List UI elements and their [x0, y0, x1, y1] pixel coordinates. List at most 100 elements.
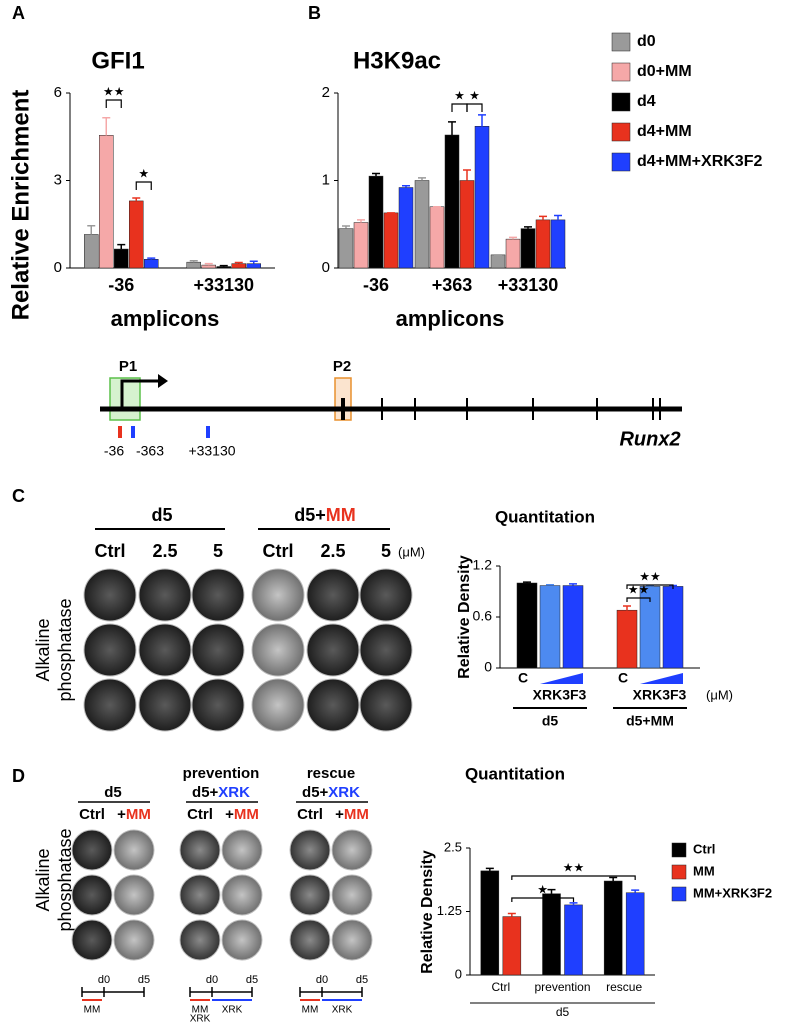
well	[221, 829, 263, 871]
chart-title: GFI1	[91, 47, 144, 74]
bar	[474, 126, 490, 269]
well	[113, 874, 155, 916]
panel-label: C	[12, 486, 25, 506]
well	[179, 874, 221, 916]
legend-label: d4	[637, 93, 656, 110]
x-tick-label: -36	[363, 275, 389, 295]
well	[83, 568, 137, 622]
lane-label: 5	[213, 541, 223, 561]
error-bar	[478, 114, 486, 127]
lane-label: Ctrl	[187, 806, 213, 823]
bar	[603, 880, 623, 976]
error-bar	[569, 583, 577, 586]
bar	[490, 254, 506, 269]
significance-label: ★★	[639, 570, 661, 584]
group-title: d5+MM	[294, 505, 356, 525]
well	[359, 678, 413, 732]
significance-bracket	[451, 103, 468, 112]
error-bar	[463, 169, 471, 181]
significance-label: ★★	[628, 583, 650, 597]
treatment-label: MM	[302, 1005, 319, 1016]
well	[331, 919, 373, 961]
x-tick-label: -36	[108, 275, 134, 295]
error-bar	[609, 876, 618, 882]
x-tick-label: +33130	[498, 275, 559, 295]
bar	[502, 916, 522, 976]
lane-label: Ctrl	[263, 541, 294, 561]
promoter-label: P2	[333, 358, 351, 375]
bar	[99, 135, 114, 269]
significance-bracket	[626, 597, 651, 602]
treatment-label: MM	[84, 1005, 101, 1016]
lane-label-accent: MM	[234, 806, 259, 823]
error-bar	[189, 259, 198, 263]
y-tick-label: 6	[54, 84, 62, 101]
schematic: P1 P2 -36 -363 +33130 Runx2	[100, 358, 682, 459]
error-bar	[102, 117, 111, 136]
x-tick-label: Ctrl	[491, 980, 510, 994]
bar	[383, 212, 399, 269]
panel-label: D	[12, 766, 25, 786]
x-tick-label: d5	[542, 713, 559, 729]
significance-bracket	[511, 875, 636, 880]
lane-label-part: +	[117, 806, 126, 823]
y-axis-label: Relative Density	[456, 555, 473, 679]
bar	[429, 206, 445, 269]
bar	[129, 200, 144, 269]
lane-label: Ctrl	[79, 806, 105, 823]
well	[306, 568, 360, 622]
bar	[368, 175, 384, 269]
well	[251, 568, 305, 622]
error-bar	[554, 214, 562, 220]
promoter-label: P1	[119, 358, 137, 375]
legend-swatch	[611, 32, 631, 52]
group-title: d5	[151, 505, 172, 525]
error-bar	[402, 185, 410, 188]
significance-label: ★	[469, 89, 480, 103]
y-tick-label: 2	[322, 84, 330, 101]
legend-label: d0+MM	[637, 63, 692, 80]
lane-label: +MM	[335, 806, 369, 823]
error-bar	[87, 224, 96, 235]
significance-label: ★	[138, 167, 149, 181]
stain-label: phosphatase	[55, 828, 75, 931]
bar	[550, 219, 566, 269]
well	[179, 919, 221, 961]
tss-arrow	[120, 379, 160, 409]
x-tick-label: +33130	[193, 275, 254, 295]
well	[83, 678, 137, 732]
group-title-part: d5+	[192, 784, 219, 801]
well	[113, 829, 155, 871]
legend-swatch	[611, 92, 631, 112]
amplicon-label: -363	[136, 443, 164, 459]
y-tick-label: 1.25	[437, 903, 462, 918]
error-bar	[234, 261, 243, 264]
well	[331, 829, 373, 871]
timeline	[81, 987, 145, 997]
group-title-part: d5	[104, 784, 122, 801]
unit-label: (μM)	[398, 544, 425, 559]
well	[138, 623, 192, 677]
group-title-accent: MM	[326, 505, 356, 525]
lane-label-accent: MM	[126, 806, 151, 823]
error-bar	[523, 581, 531, 583]
y-tick-label: 0	[484, 659, 492, 675]
treatment-label: MM	[192, 1005, 209, 1016]
error-bar	[448, 121, 456, 135]
group-title: d5	[104, 784, 122, 801]
group-title-part: d5	[151, 505, 172, 525]
group-heading: rescue	[307, 765, 355, 782]
bar	[353, 222, 369, 269]
well	[83, 623, 137, 677]
well	[289, 874, 331, 916]
x-axis-label: amplicons	[396, 306, 505, 331]
bar	[444, 134, 460, 269]
error-bar	[546, 583, 554, 586]
significance-bracket	[626, 584, 674, 589]
lane-label-accent: MM	[344, 806, 369, 823]
error-bar	[623, 605, 631, 611]
y-tick-label: 2.5	[444, 839, 462, 854]
dose-wedge	[640, 673, 683, 684]
error-bar	[631, 889, 640, 893]
